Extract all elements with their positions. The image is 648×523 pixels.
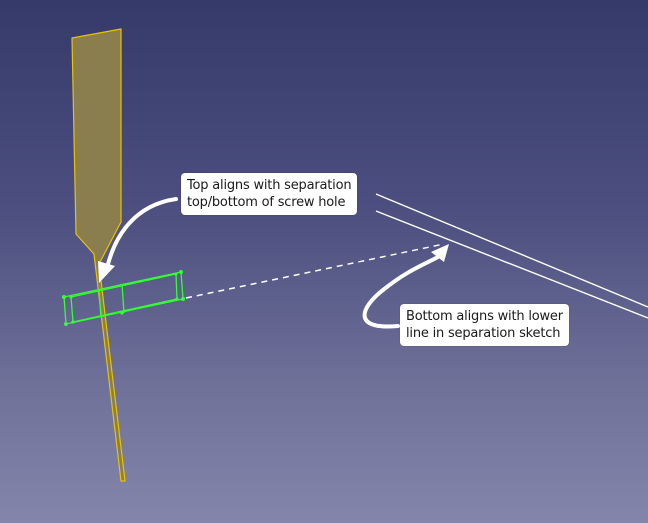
top-callout-arrow: [98, 197, 178, 283]
callout-text-line: Top aligns with separation: [187, 178, 352, 193]
screw-hole-selection[interactable]: [63, 271, 184, 325]
separation-upper-line[interactable]: [375, 193, 648, 308]
callout-text-line: Bottom aligns with lower: [406, 309, 563, 324]
selection-vertices: [62, 270, 185, 326]
callout-text-line: line in separation sketch: [406, 326, 561, 341]
bottom-callout-arrow: [362, 244, 449, 329]
top-alignment-callout: Top aligns with separation top/bottom of…: [181, 173, 358, 215]
separation-lower-line[interactable]: [375, 210, 648, 319]
alignment-dashed-line: [185, 243, 445, 299]
tapered-part[interactable]: [71, 28, 126, 482]
callout-text-line: top/bottom of screw hole: [187, 195, 346, 210]
bottom-alignment-callout: Bottom aligns with lower line in separat…: [400, 304, 569, 346]
